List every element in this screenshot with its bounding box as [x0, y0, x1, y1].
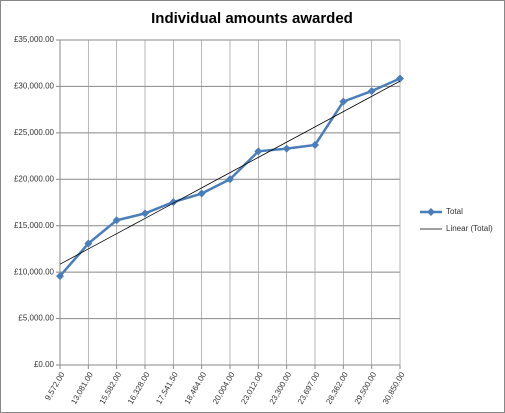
point-marker: [141, 209, 149, 218]
point-marker: [367, 87, 376, 96]
y-tick-label: £0.00: [34, 360, 55, 369]
y-tick-label: £5,000.00: [18, 314, 54, 323]
y-tick-label: £10,000.00: [14, 267, 55, 276]
legend-label: Linear (Total): [446, 224, 493, 233]
y-tick-label: £20,000.00: [14, 174, 55, 183]
point-marker: [197, 189, 206, 198]
point-marker: [84, 239, 93, 248]
point-marker: [226, 175, 234, 184]
point-marker: [396, 74, 404, 83]
y-tick-label: £35,000.00: [14, 35, 55, 44]
point-marker: [112, 216, 121, 225]
point-marker: [311, 140, 319, 149]
legend-marker: [427, 208, 435, 216]
y-tick-label: £30,000.00: [14, 82, 55, 91]
point-marker: [254, 147, 263, 156]
point-marker: [56, 272, 64, 281]
point-marker: [339, 97, 348, 106]
point-marker: [282, 144, 291, 153]
legend-label: Total: [446, 207, 463, 216]
trend-line: [59, 80, 401, 265]
y-tick-label: £25,000.00: [14, 128, 55, 137]
y-tick-label: £15,000.00: [14, 221, 55, 230]
chart-title: Individual amounts awarded: [151, 10, 353, 27]
